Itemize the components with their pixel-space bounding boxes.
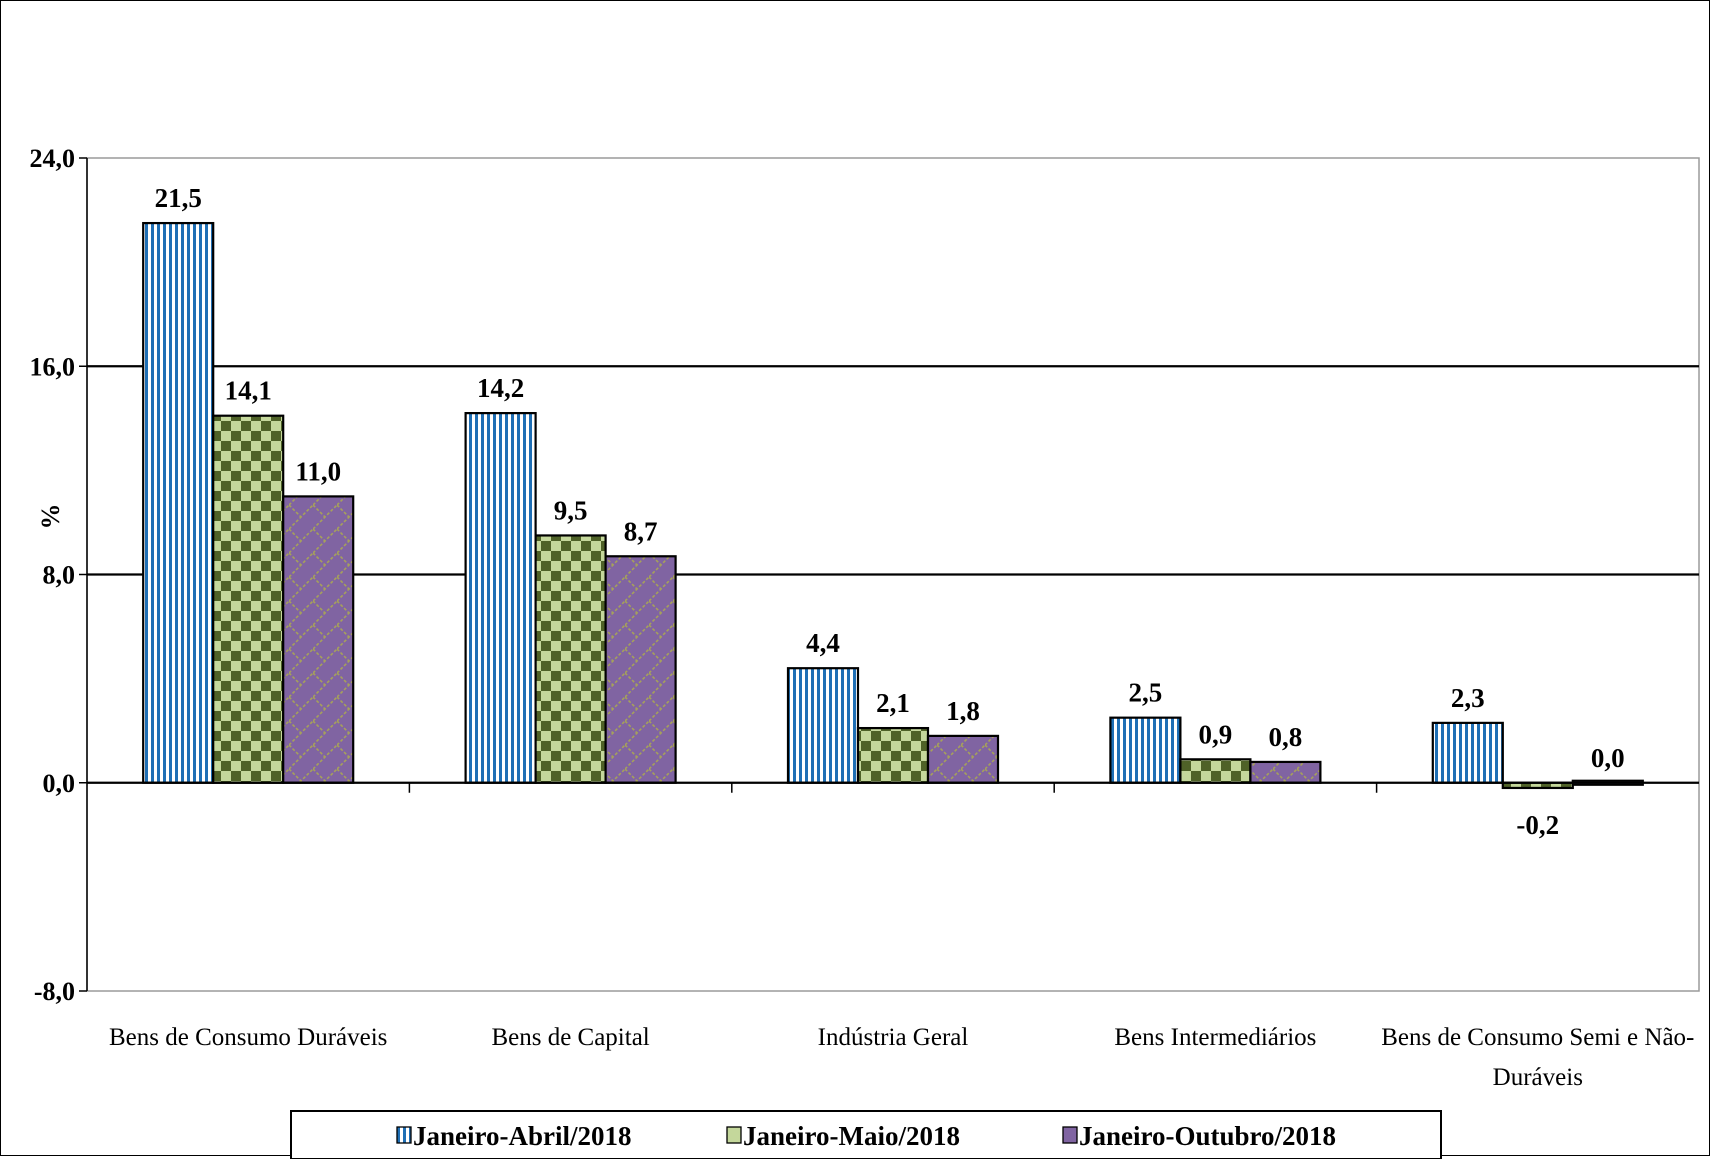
y-tick-label: 16,0 [30, 352, 76, 381]
legend-item-label: Janeiro-Maio/2018 [743, 1121, 960, 1151]
bar [1109, 716, 1182, 784]
legend [290, 1110, 1442, 1159]
legend-swatch [726, 1126, 742, 1144]
bar [786, 667, 860, 784]
bar [926, 734, 1000, 784]
bar [534, 534, 607, 784]
legend-item-label: Janeiro-Abril/2018 [413, 1121, 632, 1151]
bar [282, 495, 355, 784]
y-tick-label: 0,0 [43, 769, 76, 798]
data-label: 0,8 [1269, 722, 1303, 752]
data-label: 14,2 [477, 373, 524, 403]
bar [604, 555, 677, 784]
y-tick-label: 8,0 [43, 561, 76, 590]
legend-swatch [396, 1126, 412, 1144]
bar [212, 414, 285, 784]
data-label: 2,3 [1451, 683, 1485, 713]
bar [464, 412, 537, 784]
x-tick-label: Bens de Capital [491, 1024, 649, 1051]
y-tick-label: -8,0 [34, 977, 75, 1006]
x-tick-label: Indústria Geral [818, 1024, 969, 1051]
x-tick-label: Bens Intermediários [1114, 1024, 1316, 1051]
data-label: 14,1 [225, 376, 272, 406]
data-label: 0,0 [1591, 743, 1625, 773]
data-label: 2,5 [1129, 678, 1163, 708]
x-tick-label: Bens de Consumo Duráveis [109, 1024, 387, 1051]
data-label: 2,1 [876, 688, 910, 718]
data-label: 1,8 [946, 696, 980, 726]
bar [142, 221, 215, 784]
data-label: 11,0 [295, 456, 341, 486]
data-label: 8,7 [624, 516, 658, 546]
data-label: 0,9 [1199, 719, 1233, 749]
legend-swatch [1062, 1126, 1078, 1144]
bar [1431, 721, 1504, 784]
bar [856, 726, 930, 784]
data-label: 9,5 [554, 495, 588, 525]
bar [1179, 758, 1252, 784]
bar [1249, 760, 1322, 784]
data-label: 4,4 [806, 628, 840, 658]
data-label: 21,5 [155, 183, 202, 213]
y-axis-label: % [36, 504, 65, 530]
data-label: -0,2 [1516, 810, 1559, 840]
x-tick-label: Bens de Consumo Semi e Não- [1381, 1024, 1694, 1051]
y-tick-label: 24,0 [30, 144, 76, 173]
legend-item-label: Janeiro-Outubro/2018 [1079, 1121, 1336, 1151]
x-tick-label: Duráveis [1493, 1064, 1583, 1091]
